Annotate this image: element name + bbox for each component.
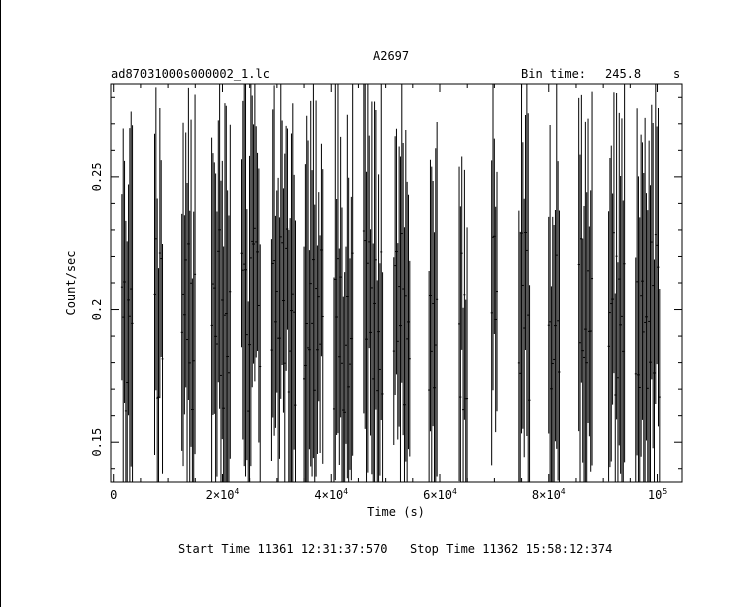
x-tick-label: 105 [648, 487, 667, 502]
x-tick-label: 8×104 [532, 487, 566, 502]
x-tick-label: 6×104 [423, 487, 457, 502]
bin-time-unit: s [673, 67, 681, 81]
file-name-label: ad87031000s000002_1.lc [111, 67, 270, 81]
x-tick-label: 0 [110, 488, 117, 502]
x-axis-label: Time (s) [367, 505, 425, 519]
stop-time-label: Stop Time 11362 15:58:12:374 [410, 542, 613, 556]
x-tick-label: 4×104 [314, 487, 348, 502]
y-axis-label: Count/sec [64, 250, 78, 315]
chart-title: A2697 [373, 49, 410, 63]
data-layer [120, 84, 661, 482]
bin-time-value: 245.8 [605, 67, 642, 81]
y-tick-label: 0.15 [90, 428, 104, 457]
y-tick-label: 0.2 [90, 299, 104, 321]
start-time-label: Start Time 11361 12:31:37:570 [178, 542, 388, 556]
x-tick-label: 2×104 [206, 487, 240, 502]
bin-time-label: Bin time: [521, 67, 587, 81]
y-tick-label: 0.25 [90, 162, 104, 191]
tick-layer: 0 2×104 4×104 6×104 8×104 105 0.15 0.2 0.25 [90, 84, 682, 502]
